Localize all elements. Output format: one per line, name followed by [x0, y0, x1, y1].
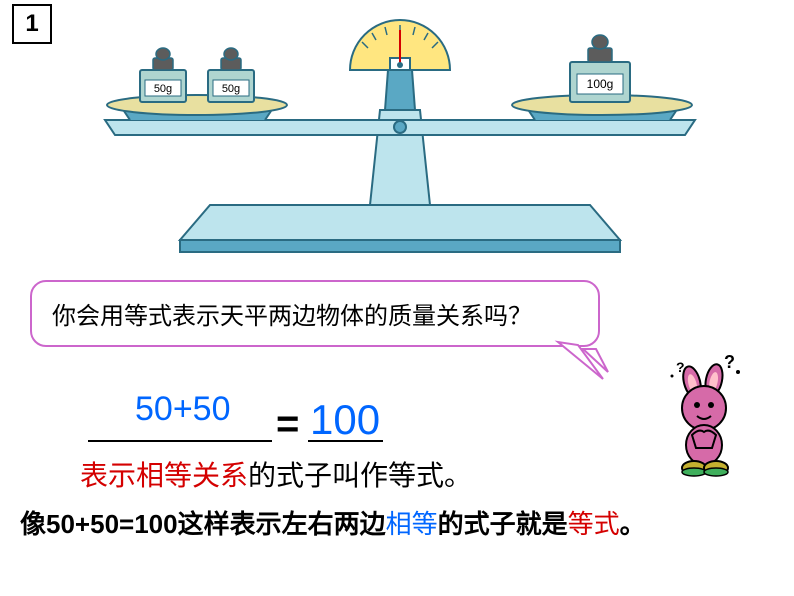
weight-left-2: 50g: [208, 48, 254, 102]
equation-left: 50+50: [135, 390, 231, 429]
weight-left-1: 50g: [140, 48, 186, 102]
line2-p1: 像50+50=100这样表示左右两边: [20, 509, 386, 539]
weight-right: 100g: [570, 35, 630, 102]
explain-line-1: 表示相等关系的式子叫作等式。: [80, 454, 760, 494]
line1-rest: 的式子叫作等式。: [248, 460, 472, 491]
equation-equals: =: [276, 402, 299, 447]
explain-line-2: 像50+50=100这样表示左右两边相等的式子就是等式。: [20, 504, 760, 541]
line2-p3: 的式子就是: [438, 509, 568, 539]
weight-label-3: 100g: [587, 77, 614, 91]
slide-number: 1: [25, 10, 38, 38]
equation-right: 100: [310, 396, 380, 444]
line2-p4: 等式: [568, 509, 620, 539]
equation-area: 50+50 = 100 表示相等关系的式子叫作等式。 像50+50=100这样表…: [60, 390, 760, 541]
q-mark-1: ?: [724, 352, 735, 372]
speech-bubble: 你会用等式表示天平两边物体的质量关系吗？: [30, 280, 600, 347]
weight-label-1: 50g: [154, 83, 172, 95]
balance-scale-svg: 50g 50g 100g: [50, 10, 750, 260]
speech-tail: [548, 337, 618, 387]
line2-p5: 。: [620, 509, 646, 539]
underline-left: [88, 440, 272, 442]
speech-text: 你会用等式表示天平两边物体的质量关系吗？: [52, 303, 532, 330]
underline-right: [308, 440, 383, 442]
line1-red: 表示相等关系: [80, 460, 248, 491]
equation-row: 50+50 = 100: [60, 390, 760, 450]
slide-number-box: 1: [12, 4, 52, 44]
weight-label-2: 50g: [222, 83, 240, 95]
line2-p2: 相等: [386, 509, 438, 539]
balance-scale-illustration: 50g 50g 100g: [50, 10, 750, 260]
